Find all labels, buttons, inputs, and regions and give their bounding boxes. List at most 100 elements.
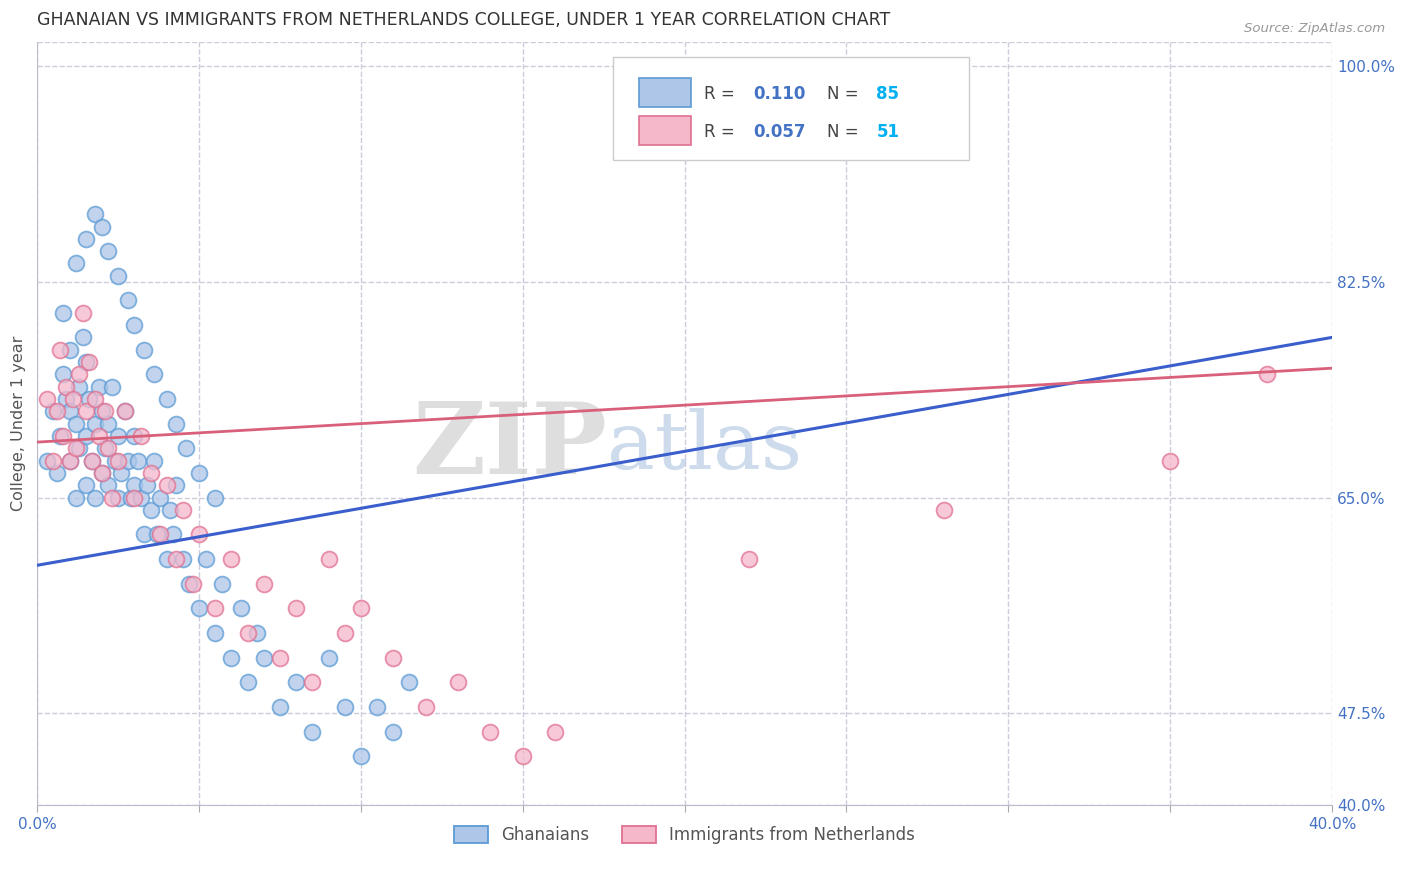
Point xyxy=(77,355,100,369)
Point xyxy=(52,306,75,320)
Point xyxy=(350,749,373,764)
Point xyxy=(104,453,127,467)
Text: atlas: atlas xyxy=(607,408,801,485)
Point xyxy=(55,379,77,393)
Point xyxy=(75,429,97,443)
Point xyxy=(84,392,107,406)
Point xyxy=(174,442,197,456)
Point xyxy=(366,700,388,714)
Point xyxy=(165,417,187,431)
Point xyxy=(932,503,955,517)
Point xyxy=(67,442,90,456)
Point xyxy=(107,268,129,283)
Point xyxy=(253,650,276,665)
Point xyxy=(194,552,217,566)
Text: N =: N = xyxy=(827,123,863,141)
Text: R =: R = xyxy=(704,123,740,141)
Point xyxy=(246,626,269,640)
Point xyxy=(253,576,276,591)
Point xyxy=(75,404,97,418)
Point xyxy=(114,404,136,418)
Point xyxy=(67,379,90,393)
Point xyxy=(45,404,67,418)
Point xyxy=(159,503,181,517)
Point xyxy=(132,343,155,357)
Point xyxy=(62,392,84,406)
Point xyxy=(94,404,117,418)
Point xyxy=(318,552,340,566)
Point xyxy=(146,527,169,541)
Point xyxy=(117,453,139,467)
Point xyxy=(75,355,97,369)
Text: 0.057: 0.057 xyxy=(754,123,806,141)
FancyBboxPatch shape xyxy=(613,57,970,161)
Point xyxy=(65,491,87,505)
Point xyxy=(301,724,323,739)
Point xyxy=(142,453,165,467)
Point xyxy=(221,552,243,566)
Point xyxy=(142,368,165,382)
Text: R =: R = xyxy=(704,85,740,103)
Point xyxy=(45,466,67,480)
Point xyxy=(204,626,226,640)
Point xyxy=(107,429,129,443)
Text: 51: 51 xyxy=(876,123,900,141)
Point xyxy=(97,417,120,431)
Point xyxy=(1159,453,1181,467)
Point xyxy=(35,392,58,406)
Text: 0.110: 0.110 xyxy=(754,85,806,103)
Point xyxy=(231,601,253,615)
Text: ZIP: ZIP xyxy=(412,398,607,495)
Point xyxy=(129,429,152,443)
Point xyxy=(221,650,243,665)
Point xyxy=(156,552,179,566)
Point xyxy=(156,392,179,406)
Point xyxy=(447,675,470,690)
Point xyxy=(236,626,259,640)
Point xyxy=(52,429,75,443)
Text: N =: N = xyxy=(827,85,863,103)
FancyBboxPatch shape xyxy=(640,78,692,107)
Point xyxy=(87,379,110,393)
Point xyxy=(415,700,437,714)
Point xyxy=(77,392,100,406)
Point xyxy=(124,318,146,332)
Point xyxy=(124,429,146,443)
Point xyxy=(94,442,117,456)
Point xyxy=(65,442,87,456)
Point xyxy=(91,219,114,234)
Point xyxy=(91,466,114,480)
Point xyxy=(84,417,107,431)
Point xyxy=(188,466,211,480)
Point xyxy=(149,491,172,505)
Point xyxy=(156,478,179,492)
Point xyxy=(75,478,97,492)
Point xyxy=(285,601,308,615)
Point xyxy=(269,650,291,665)
Point xyxy=(91,404,114,418)
Point xyxy=(58,404,80,418)
Text: Source: ZipAtlas.com: Source: ZipAtlas.com xyxy=(1244,22,1385,36)
Point xyxy=(165,478,187,492)
Point xyxy=(72,306,94,320)
Point xyxy=(188,601,211,615)
Point xyxy=(55,392,77,406)
Point xyxy=(398,675,420,690)
Point xyxy=(544,724,567,739)
Point xyxy=(67,368,90,382)
Point xyxy=(42,404,65,418)
Point xyxy=(162,527,184,541)
Point xyxy=(87,429,110,443)
Point xyxy=(1256,368,1278,382)
Point xyxy=(84,491,107,505)
Point xyxy=(285,675,308,690)
Point xyxy=(132,527,155,541)
Point xyxy=(149,527,172,541)
Point xyxy=(139,503,162,517)
Text: GHANAIAN VS IMMIGRANTS FROM NETHERLANDS COLLEGE, UNDER 1 YEAR CORRELATION CHART: GHANAIAN VS IMMIGRANTS FROM NETHERLANDS … xyxy=(37,11,890,29)
Point xyxy=(211,576,233,591)
Point xyxy=(100,491,122,505)
Point xyxy=(107,491,129,505)
Point xyxy=(172,503,194,517)
Point xyxy=(301,675,323,690)
